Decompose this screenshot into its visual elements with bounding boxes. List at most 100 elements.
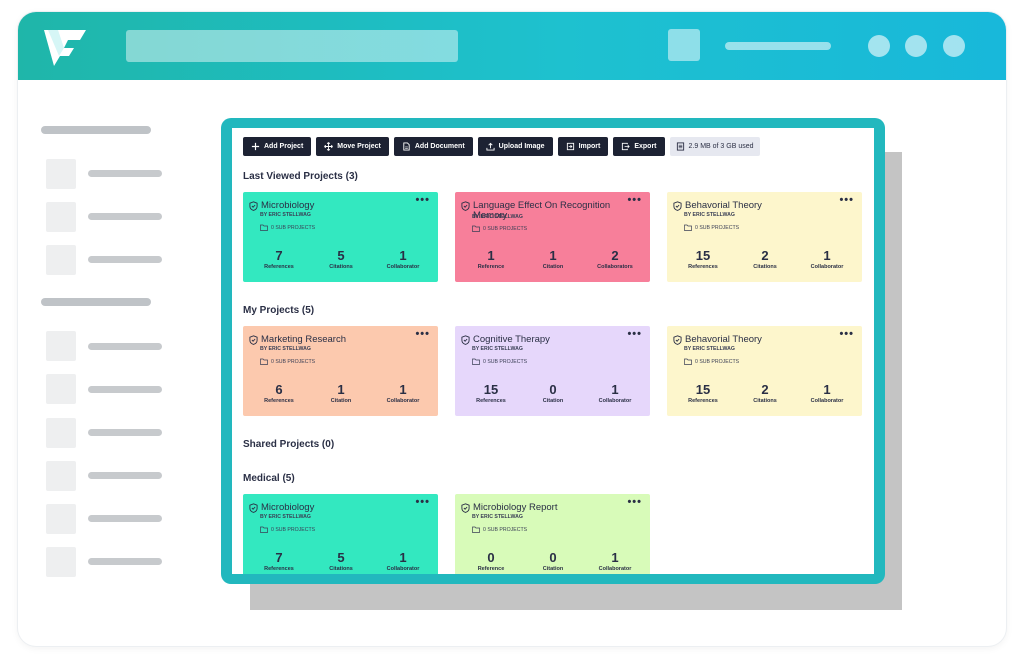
project-title[interactable]: Microbiology Report (461, 503, 620, 513)
project-title[interactable]: Microbiology (249, 201, 408, 211)
sidebar-item-label[interactable] (88, 213, 162, 220)
header-dot-button-3[interactable] (943, 35, 965, 57)
move-icon (324, 142, 334, 151)
sidebar-item-label[interactable] (88, 558, 162, 565)
sub-projects-count: 0 SUB PROJECTS (260, 224, 315, 231)
project-title[interactable]: Language Effect On Recognition Memory (461, 201, 620, 221)
project-card-microbiology-report[interactable]: Microbiology Report ••• BY ERIC STELLWAG… (455, 494, 650, 574)
shield-icon (673, 335, 682, 345)
stat-label: Reference (477, 566, 505, 572)
sidebar-item-label[interactable] (88, 429, 162, 436)
sidebar-item-icon[interactable] (46, 461, 76, 491)
stat-number: 1 (487, 248, 495, 263)
stat-label: Citations (329, 566, 353, 572)
header-dot-button-1[interactable] (868, 35, 890, 57)
stat-label: References (264, 398, 294, 404)
project-title[interactable]: Marketing Research (249, 335, 408, 345)
sidebar-item-icon[interactable] (46, 159, 76, 189)
project-card-microbiology[interactable]: Microbiology ••• BY ERIC STELLWAG 0 SUB … (243, 192, 438, 282)
citations-stat: 1 Citation (309, 383, 373, 404)
project-card-marketing-research[interactable]: Marketing Research ••• BY ERIC STELLWAG … (243, 326, 438, 416)
stat-label: Collaborator (810, 264, 844, 270)
stat-label: References (264, 566, 294, 572)
stat-label: Citations (753, 264, 777, 270)
sidebar-item-label[interactable] (88, 515, 162, 522)
search-bar-placeholder[interactable] (126, 30, 458, 62)
sidebar-heading-placeholder (41, 126, 151, 134)
add-document-label: Add Document (414, 143, 465, 150)
stat-label: Collaborator (598, 566, 632, 572)
more-options-icon[interactable]: ••• (415, 328, 430, 340)
project-title[interactable]: Microbiology (249, 503, 408, 513)
folder-icon (472, 358, 480, 365)
sidebar-item-icon[interactable] (46, 418, 76, 448)
header-dot-button-2[interactable] (905, 35, 927, 57)
sub-projects-count: 0 SUB PROJECTS (472, 358, 527, 365)
move-project-button[interactable]: Move Project (316, 137, 389, 156)
sub-projects-text: 0 SUB PROJECTS (271, 526, 316, 533)
sidebar-item-label[interactable] (88, 170, 162, 177)
sidebar-item-icon[interactable] (46, 504, 76, 534)
export-label: Export (634, 143, 657, 150)
project-title-text: Cognitive Therapy (473, 334, 550, 345)
project-card-behavorial-theory[interactable]: Behavorial Theory ••• BY ERIC STELLWAG 0… (667, 192, 862, 282)
project-title[interactable]: Behavorial Theory (673, 335, 832, 345)
more-options-icon[interactable]: ••• (415, 194, 430, 206)
stat-number: 1 (611, 382, 619, 397)
sidebar-item-icon[interactable] (46, 202, 76, 232)
citations-stat: 0 Citation (521, 551, 585, 572)
project-title-text: Behavorial Theory (685, 200, 762, 211)
upload-image-button[interactable]: Upload Image (477, 137, 553, 156)
sidebar-item-label[interactable] (88, 386, 162, 393)
stat-label: References (476, 398, 506, 404)
sidebar-item-label[interactable] (88, 472, 162, 479)
import-label: Import (578, 143, 601, 150)
more-options-icon[interactable]: ••• (839, 328, 854, 340)
sidebar-item-icon[interactable] (46, 245, 76, 275)
project-card-microbiology-medical[interactable]: Microbiology ••• BY ERIC STELLWAG 0 SUB … (243, 494, 438, 574)
stat-label: Collaborator (810, 398, 844, 404)
more-options-icon[interactable]: ••• (839, 194, 854, 206)
project-title[interactable]: Behavorial Theory (673, 201, 832, 211)
sidebar-item-label[interactable] (88, 343, 162, 350)
collaborators-stat: 2 Collaborators (583, 249, 647, 270)
sub-projects-text: 0 SUB PROJECTS (483, 526, 528, 533)
import-button[interactable]: Import (557, 137, 609, 156)
stat-label: Collaborator (598, 398, 632, 404)
collaborators-stat: 1 Collaborator (795, 383, 859, 404)
references-stat: 0 Reference (459, 551, 523, 572)
section-last-viewed-title: Last Viewed Projects (3) (243, 171, 358, 182)
collaborators-stat: 1 Collaborator (371, 249, 435, 270)
project-card-behavorial-theory-2[interactable]: Behavorial Theory ••• BY ERIC STELLWAG 0… (667, 326, 862, 416)
more-options-icon[interactable]: ••• (627, 194, 642, 206)
move-project-label: Move Project (337, 143, 381, 150)
more-options-icon[interactable]: ••• (627, 496, 642, 508)
sub-projects-text: 0 SUB PROJECTS (695, 224, 740, 231)
project-author: BY ERIC STELLWAG (260, 346, 311, 352)
references-stat: 15 References (459, 383, 523, 404)
sidebar-item-label[interactable] (88, 256, 162, 263)
project-title-text: Microbiology (261, 200, 315, 211)
stat-number: 2 (761, 382, 769, 397)
project-card-language-effect[interactable]: Language Effect On Recognition Memory ••… (455, 192, 650, 282)
references-stat: 15 References (671, 249, 735, 270)
upload-image-label: Upload Image (498, 143, 545, 150)
upload-icon (486, 142, 495, 151)
add-document-button[interactable]: Add Document (393, 137, 473, 156)
project-title[interactable]: Cognitive Therapy (461, 335, 620, 345)
stat-number: 6 (275, 382, 283, 397)
sidebar-item-icon[interactable] (46, 374, 76, 404)
more-options-icon[interactable]: ••• (627, 328, 642, 340)
project-author: BY ERIC STELLWAG (472, 346, 523, 352)
shield-icon (673, 201, 682, 211)
header-square-button[interactable] (668, 29, 700, 61)
citations-stat: 5 Citations (309, 551, 373, 572)
sidebar-item-icon[interactable] (46, 547, 76, 577)
logo-icon[interactable] (44, 28, 86, 66)
add-project-button[interactable]: Add Project (243, 137, 312, 156)
project-card-cognitive-therapy[interactable]: Cognitive Therapy ••• BY ERIC STELLWAG 0… (455, 326, 650, 416)
more-options-icon[interactable]: ••• (415, 496, 430, 508)
export-button[interactable]: Export (613, 137, 665, 156)
sub-projects-text: 0 SUB PROJECTS (271, 358, 316, 365)
sidebar-item-icon[interactable] (46, 331, 76, 361)
